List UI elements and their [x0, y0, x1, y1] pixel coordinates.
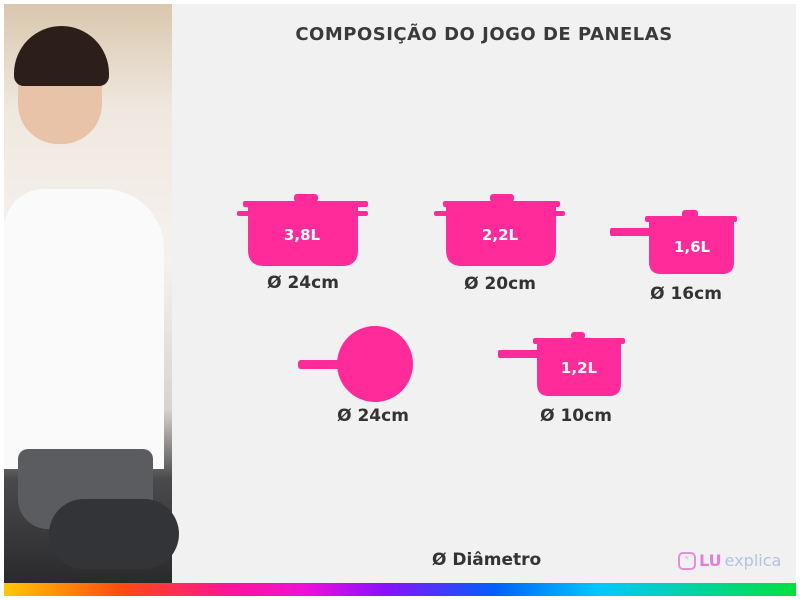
volume-label: 2,2L: [481, 226, 519, 244]
casserole-icon-20cm: [434, 194, 565, 266]
casserole-icon-24cm: [237, 194, 368, 266]
volume-label: 1,2L: [560, 359, 598, 377]
rainbow-bar: [4, 583, 796, 596]
diameter-label: Ø 10cm: [540, 406, 612, 426]
saucepan-icon-16cm: [610, 210, 737, 274]
diameter-legend: Ø Diâmetro: [432, 550, 542, 570]
woman-cooking-photo: [4, 4, 179, 583]
volume-label: 1,6L: [673, 238, 711, 256]
volume-label: 3,8L: [283, 226, 321, 244]
diameter-label: Ø 16cm: [650, 284, 722, 304]
diameter-label: Ø 20cm: [464, 274, 536, 294]
lu-explica-logo: ” LU explica: [678, 551, 781, 570]
diameter-label: Ø 24cm: [267, 273, 339, 293]
logo-lu: LU: [699, 551, 722, 570]
frying-pan-icon-24cm: [298, 326, 413, 402]
speech-bubble-icon: ”: [678, 551, 696, 570]
logo-explica: explica: [724, 551, 782, 570]
page-title: COMPOSIÇÃO DO JOGO DE PANELAS: [295, 24, 673, 45]
saucepan-icon-10cm: [498, 332, 625, 396]
diameter-label: Ø 24cm: [337, 406, 409, 426]
